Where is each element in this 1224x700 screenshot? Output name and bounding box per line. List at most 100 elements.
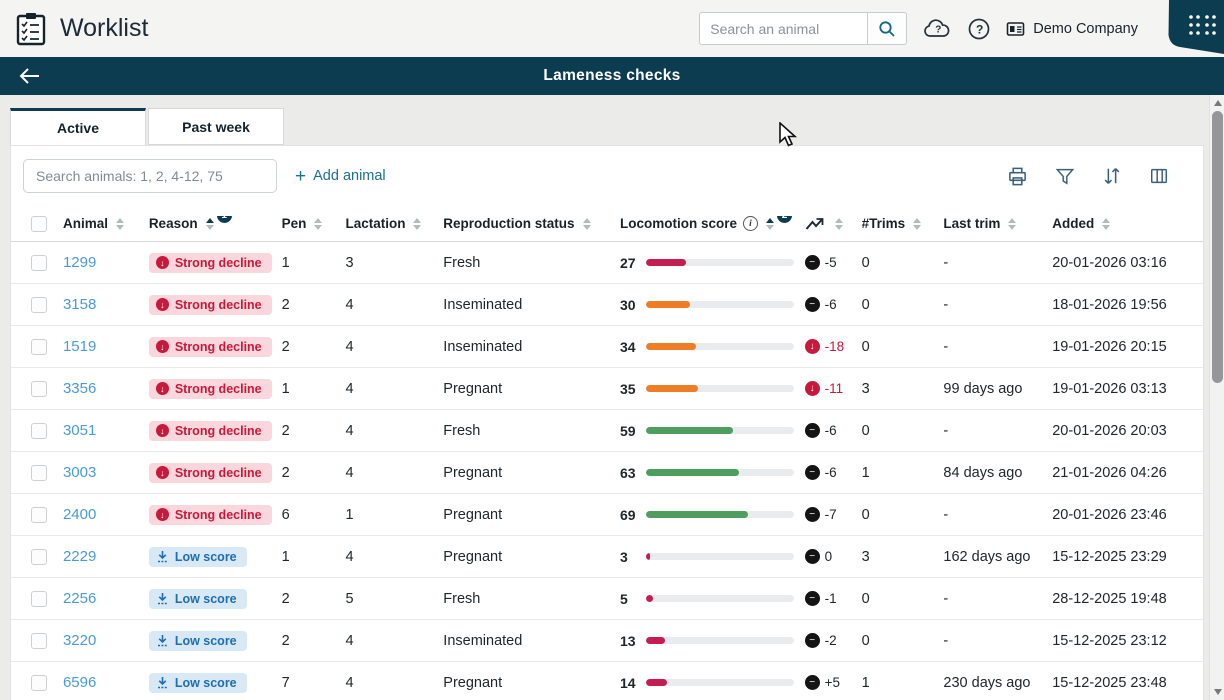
row-checkbox[interactable] [31, 506, 47, 523]
columns-icon[interactable] [1149, 166, 1169, 186]
animal-link[interactable]: 2229 [62, 548, 97, 565]
sort-icon[interactable] [1102, 166, 1122, 186]
trend-cell: ↓ -11 [797, 381, 854, 396]
search-animals-input[interactable] [23, 159, 277, 193]
reason-label: Strong decline [174, 507, 262, 522]
row-checkbox[interactable] [31, 464, 47, 481]
last-trim-cell: - [943, 422, 949, 439]
column-header-last_trim[interactable]: Last trim [935, 216, 1044, 231]
reproduction-status-cell: Pregnant [443, 380, 503, 397]
column-header-repro[interactable]: Reproduction status [435, 216, 612, 231]
added-cell: 20-01-2026 03:16 [1052, 254, 1167, 271]
animal-link[interactable]: 2400 [62, 506, 97, 523]
reason-badge: Low score [148, 546, 247, 567]
row-checkbox[interactable] [31, 422, 47, 439]
trend-cell: − +5 [797, 675, 854, 690]
printer-icon[interactable] [1007, 166, 1028, 187]
header-select-cell [11, 215, 55, 232]
pen-cell: 2 [281, 464, 290, 481]
low-score-icon [156, 592, 169, 605]
last-trim-cell: - [943, 506, 949, 523]
cloud-help-icon[interactable]: ? [922, 17, 952, 41]
row-checkbox[interactable] [31, 674, 47, 691]
trend-value: -2 [824, 633, 837, 648]
last-trim-cell: 99 days ago [943, 380, 1023, 397]
locomotion-score-cell: 34 [612, 339, 797, 355]
column-header-loco[interactable]: Locomotion scorei2 [612, 216, 797, 231]
trend-cell: − -6 [797, 297, 854, 312]
filter-icon[interactable] [1055, 166, 1075, 186]
sort-order-badge: 2 [777, 216, 792, 223]
column-header-pen[interactable]: Pen [274, 216, 338, 231]
animal-link[interactable]: 3051 [62, 422, 97, 439]
row-checkbox[interactable] [31, 254, 47, 271]
score-value: 5 [619, 590, 628, 607]
table-row: 3003 ↓ Strong decline 2 4 Pregnant 63 − -6 1 84 da… [11, 452, 1203, 494]
trims-cell: 1 [861, 464, 870, 481]
column-header-trend[interactable] [797, 216, 854, 232]
row-checkbox[interactable] [31, 296, 47, 313]
animal-link[interactable]: 3158 [62, 296, 97, 313]
column-header-animal[interactable]: Animal [55, 216, 141, 231]
reason-badge: ↓ Strong decline [148, 462, 272, 483]
column-header-added[interactable]: Added [1044, 216, 1203, 231]
reason-cell: ↓ Strong decline [141, 294, 274, 315]
animal-search-input[interactable] [699, 12, 868, 45]
scrollbar-thumb[interactable] [1212, 111, 1223, 383]
animal-cell: 2400 [55, 506, 141, 523]
row-checkbox[interactable] [31, 380, 47, 397]
added-cell: 20-01-2026 20:03 [1052, 422, 1167, 439]
locomotion-score-cell: 13 [612, 633, 797, 649]
search-button[interactable] [867, 12, 908, 45]
row-select-cell [11, 380, 55, 397]
lactation-cell: 4 [345, 674, 354, 691]
tab-active[interactable]: Active [10, 108, 146, 145]
back-arrow-icon [19, 68, 39, 84]
info-icon[interactable]: i [743, 216, 758, 231]
trend-value: -6 [824, 465, 837, 480]
score-value: 63 [619, 464, 636, 481]
scroll-down-arrow[interactable] [1210, 685, 1224, 699]
trend-icon [805, 216, 825, 232]
row-select-cell [11, 674, 55, 691]
select-all-checkbox[interactable] [31, 215, 47, 232]
column-header-lactation[interactable]: Lactation [337, 216, 435, 231]
table-row: 3051 ↓ Strong decline 2 4 Fresh 59 − -6 0 - 20-01-2… [11, 410, 1203, 452]
row-select-cell [11, 548, 55, 565]
animal-link[interactable]: 3003 [62, 464, 97, 481]
vertical-scrollbar[interactable] [1209, 95, 1224, 700]
column-header-reason[interactable]: Reason1 [141, 216, 274, 231]
reproduction-status-cell: Fresh [443, 590, 481, 607]
reason-badge: Low score [148, 588, 247, 609]
column-header-trims[interactable]: #Trims [854, 216, 936, 231]
reason-label: Strong decline [174, 339, 262, 354]
sort-carets-icon [913, 217, 922, 230]
animal-link[interactable]: 1299 [62, 254, 97, 271]
trend-neutral-icon: − [804, 591, 820, 606]
lactation-cell: 4 [345, 338, 354, 355]
row-checkbox[interactable] [31, 338, 47, 355]
lactation-cell: 4 [345, 632, 354, 649]
animal-link[interactable]: 2256 [62, 590, 97, 607]
animal-link[interactable]: 1519 [62, 338, 97, 355]
company-menu[interactable]: Demo Company [1006, 20, 1138, 38]
animal-link[interactable]: 6596 [62, 674, 97, 691]
tab-past-week[interactable]: Past week [148, 108, 284, 145]
row-checkbox[interactable] [31, 632, 47, 649]
scroll-up-arrow[interactable] [1210, 96, 1224, 110]
back-button[interactable] [14, 62, 46, 90]
reason-cell: Low score [141, 630, 274, 651]
row-checkbox[interactable] [31, 590, 47, 607]
reason-badge: Low score [148, 672, 247, 693]
table-row: 1299 ↓ Strong decline 1 3 Fresh 27 − -5 0 - 20-01-2… [11, 242, 1203, 284]
locomotion-score-cell: 30 [612, 297, 797, 313]
add-animal-button[interactable]: + Add animal [295, 165, 386, 187]
sort-carets-icon [413, 217, 422, 230]
row-checkbox[interactable] [31, 548, 47, 565]
apps-menu[interactable] [1154, 0, 1224, 54]
animal-link[interactable]: 3220 [62, 632, 97, 649]
animal-link[interactable]: 3356 [62, 380, 97, 397]
trend-cell: − -5 [797, 255, 854, 270]
help-icon[interactable]: ? [967, 17, 991, 41]
sort-carets-icon [582, 217, 591, 230]
